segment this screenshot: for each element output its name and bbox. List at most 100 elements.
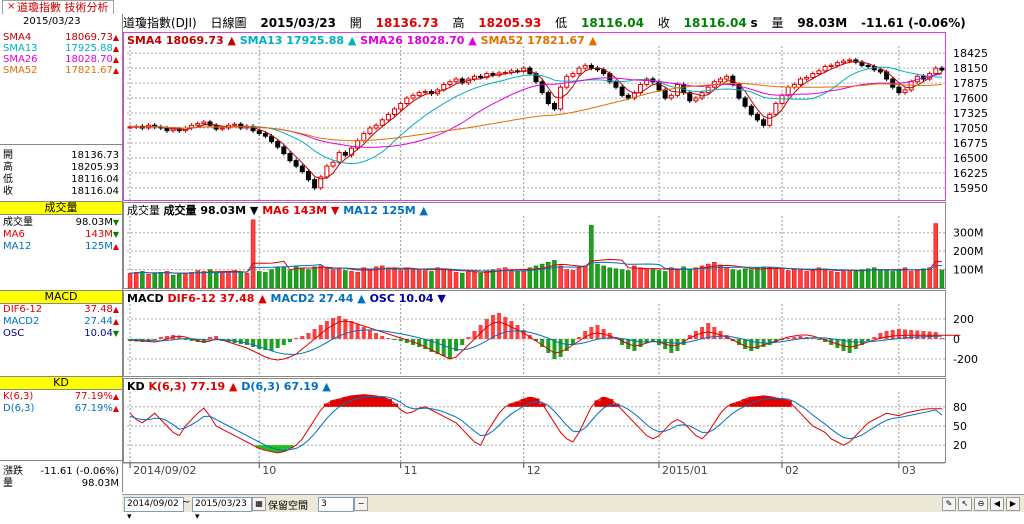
volume-bar	[853, 271, 859, 289]
osc-bar	[441, 339, 446, 356]
kd-legend: KD K(6,3) 77.19 ▲ D(6,3) 67.19 ▲	[127, 380, 331, 393]
osc-bar	[263, 339, 268, 350]
to-date-select[interactable]: 2015/03/23 ▾	[192, 497, 252, 522]
volume-bar	[484, 270, 490, 289]
trend-up-icon: ▲	[112, 317, 119, 326]
tab-bar: × 道瓊指數 技術分析	[0, 0, 1024, 14]
candle-body	[902, 89, 908, 94]
volume-bar	[158, 272, 164, 289]
osc-bar	[509, 321, 514, 339]
candle-body	[822, 66, 828, 72]
osc-bar	[361, 327, 366, 339]
volume-bar	[822, 269, 828, 289]
volume-bar	[742, 268, 748, 289]
candle-body	[361, 132, 367, 141]
candle-body	[816, 70, 822, 75]
volume-bar	[705, 263, 711, 289]
osc-bar	[380, 336, 385, 339]
osc-bar	[884, 331, 889, 339]
osc-bar	[872, 337, 877, 339]
volume-bar	[927, 267, 932, 289]
tab-technical-analysis[interactable]: × 道瓊指數 技術分析	[2, 0, 114, 14]
zoom-out-icon[interactable]: ⊖	[974, 497, 988, 511]
from-date-select[interactable]: 2014/09/02 ▾	[124, 497, 184, 522]
osc-bar	[177, 336, 182, 339]
trend-dn-icon: ▼	[112, 329, 119, 338]
indicator-row: MA12 125M▲	[3, 241, 119, 252]
volume-bar	[792, 268, 797, 289]
volume-bar	[441, 269, 446, 289]
osc-bar	[878, 333, 883, 339]
candle-body	[785, 86, 791, 96]
volume-bar	[828, 271, 834, 289]
title-date: 2015/03/23	[260, 16, 336, 30]
osc-bar	[515, 325, 520, 339]
close-icon[interactable]: ×	[7, 1, 16, 12]
candle-body	[342, 151, 348, 156]
osc-bar	[164, 336, 169, 339]
kd-overbought-fill	[360, 394, 368, 407]
scroll-left-icon[interactable]: ◀	[990, 497, 1004, 511]
chart-area[interactable]: 2014/09/02 10 11 12 2015/01 02 03 15950 16225 165…	[123, 32, 1024, 494]
volume-bar	[146, 273, 151, 289]
volume-bar	[133, 272, 139, 289]
osc-bar	[447, 339, 452, 359]
candle-body	[613, 81, 619, 88]
candle-body	[761, 119, 767, 126]
kd-overbought-fill	[772, 397, 780, 407]
candle-body	[379, 119, 385, 126]
y-tick-label: 17875	[953, 77, 988, 90]
volume-bar	[318, 265, 323, 289]
volume-bar	[164, 271, 170, 289]
volume-bar	[693, 267, 699, 289]
kd-overbought-fill	[785, 400, 792, 407]
volume-bar	[589, 225, 594, 289]
candle-body	[385, 113, 391, 121]
osc-bar	[214, 336, 219, 339]
osc-bar	[577, 337, 582, 339]
volume-bar	[638, 267, 643, 289]
volume-bar	[626, 270, 631, 289]
cursor-icon[interactable]: ↖	[958, 497, 972, 511]
osc-bar	[208, 337, 213, 339]
osc-bar	[386, 338, 391, 339]
draw-tool-icon[interactable]: ✎	[942, 497, 956, 511]
macd-legend: MACD DIF6-12 37.48 ▲ MACD2 27.44 ▲ OSC 1…	[127, 292, 446, 305]
indicator-row: 開 18136.73	[3, 150, 119, 161]
candle-body	[195, 123, 201, 126]
osc-bar	[398, 339, 403, 341]
osc-bar	[201, 339, 206, 343]
x-tick-label: 02	[785, 464, 799, 477]
calendar-icon[interactable]: ▦	[252, 497, 266, 511]
y-tick-label: 17050	[953, 122, 988, 135]
candle-body	[693, 97, 699, 102]
candle-body	[262, 132, 268, 137]
volume-bar	[207, 269, 213, 289]
trend-up-icon: ▲	[112, 44, 119, 53]
volume-bar	[933, 223, 939, 289]
sma-4-line	[130, 60, 943, 180]
bottom-control-bar: 2014/09/02 ▾ ~ 2015/03/23 ▾ ▦ 保留空間 3 − ✎…	[122, 494, 1024, 522]
ma6-line	[130, 258, 942, 274]
candle-body	[718, 78, 724, 83]
osc-bar	[503, 317, 508, 339]
volume-bar	[767, 267, 772, 289]
y-tick-label: 16500	[953, 152, 988, 165]
kd-overbought-fill	[600, 397, 608, 407]
osc-bar	[755, 339, 760, 349]
volume-bar	[902, 267, 908, 289]
kd-overbought-fill	[391, 403, 399, 407]
low-group: 低 18116.04	[555, 16, 644, 30]
volume-bar	[859, 269, 865, 289]
volume-bar	[386, 267, 391, 289]
keep-space-input[interactable]: 3	[318, 497, 354, 512]
volume-bar	[607, 267, 613, 289]
volume-bar	[687, 269, 693, 289]
minus-icon[interactable]: −	[354, 497, 368, 511]
volume-bar	[201, 271, 207, 289]
candle-body	[779, 94, 785, 104]
volume-bar	[496, 268, 502, 289]
scroll-right-icon[interactable]: ▶	[1006, 497, 1020, 511]
y-tick-label: 15950	[953, 182, 988, 195]
candle-body	[232, 123, 238, 126]
